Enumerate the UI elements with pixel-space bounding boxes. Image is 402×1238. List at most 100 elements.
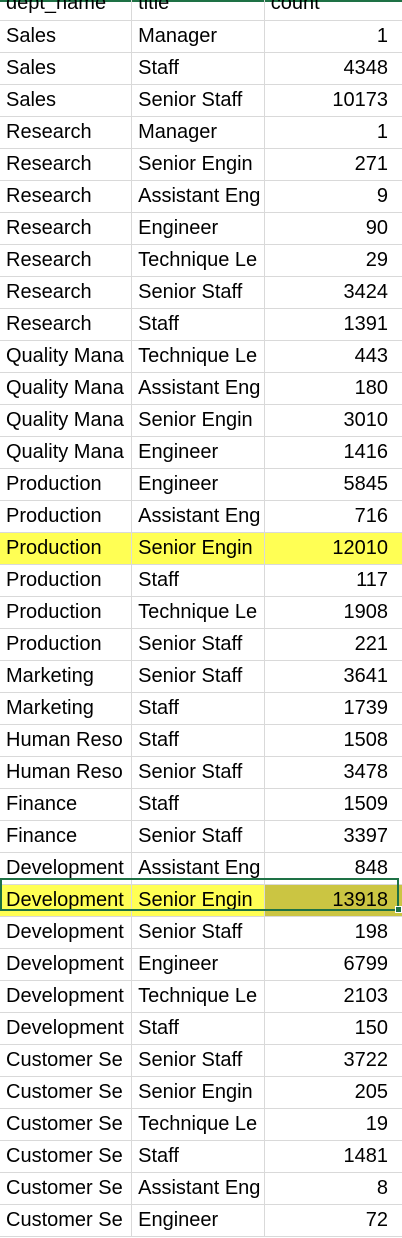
cell-title[interactable]: Assistant Eng: [131, 180, 265, 213]
cell-count[interactable]: 3010: [264, 404, 402, 437]
cell-count[interactable]: 443: [264, 340, 402, 373]
cell-count[interactable]: 3478: [264, 756, 402, 789]
cell-title[interactable]: Technique Le: [131, 244, 265, 277]
cell-count[interactable]: 3722: [264, 1044, 402, 1077]
cell-count[interactable]: 3641: [264, 660, 402, 693]
cell-dept-name[interactable]: Customer Se: [0, 1108, 133, 1141]
cell-dept-name[interactable]: Production: [0, 468, 133, 501]
cell-title[interactable]: Staff: [131, 1012, 265, 1045]
cell-title[interactable]: Technique Le: [131, 340, 265, 373]
cell-dept-name[interactable]: Research: [0, 308, 133, 341]
cell-count[interactable]: 1509: [264, 788, 402, 821]
cell-dept-name[interactable]: Research: [0, 244, 133, 277]
cell-title[interactable]: Technique Le: [131, 596, 265, 629]
cell-count[interactable]: 1739: [264, 692, 402, 725]
cell-count[interactable]: 205: [264, 1076, 402, 1109]
cell-dept-name[interactable]: Sales: [0, 52, 133, 85]
cell-dept-name[interactable]: Quality Mana: [0, 340, 133, 373]
cell-dept-name[interactable]: Customer Se: [0, 1204, 133, 1237]
cell-dept-name[interactable]: Production: [0, 564, 133, 597]
cell-count[interactable]: 117: [264, 564, 402, 597]
cell-count[interactable]: 1908: [264, 596, 402, 629]
cell-dept-name[interactable]: Research: [0, 116, 133, 149]
cell-dept-name[interactable]: Production: [0, 596, 133, 629]
cell-count[interactable]: 5845: [264, 468, 402, 501]
cell-dept-name[interactable]: Research: [0, 276, 133, 309]
cell-count[interactable]: 3397: [264, 820, 402, 853]
cell-title[interactable]: Senior Staff: [131, 628, 265, 661]
cell-title[interactable]: Engineer: [131, 948, 265, 981]
cell-dept-name[interactable]: Sales: [0, 84, 133, 117]
cell-count[interactable]: 12010: [264, 532, 402, 565]
cell-title[interactable]: Manager: [131, 116, 265, 149]
cell-dept-name[interactable]: Production: [0, 500, 133, 533]
cell-dept-name[interactable]: Customer Se: [0, 1044, 133, 1077]
cell-count[interactable]: 1481: [264, 1140, 402, 1173]
cell-dept-name[interactable]: Quality Mana: [0, 372, 133, 405]
cell-count[interactable]: 848: [264, 852, 402, 885]
cell-dept-name[interactable]: Quality Mana: [0, 404, 133, 437]
cell-count[interactable]: 1: [264, 20, 402, 53]
cell-dept-name[interactable]: Production: [0, 628, 133, 661]
cell-dept-name[interactable]: Finance: [0, 788, 133, 821]
cell-title[interactable]: Manager: [131, 20, 265, 53]
cell-title[interactable]: Senior Staff: [131, 756, 265, 789]
cell-dept-name[interactable]: Development: [0, 1012, 133, 1045]
cell-count[interactable]: 72: [264, 1204, 402, 1237]
header-cell-count[interactable]: count: [264, 0, 402, 21]
cell-count[interactable]: 6799: [264, 948, 402, 981]
cell-dept-name[interactable]: Human Reso: [0, 724, 133, 757]
cell-count[interactable]: 3424: [264, 276, 402, 309]
cell-count[interactable]: 9: [264, 180, 402, 213]
cell-count[interactable]: 1508: [264, 724, 402, 757]
cell-title[interactable]: Staff: [131, 308, 265, 341]
cell-dept-name[interactable]: Production: [0, 532, 133, 565]
cell-count[interactable]: 716: [264, 500, 402, 533]
cell-dept-name[interactable]: Development: [0, 884, 133, 917]
cell-title[interactable]: Senior Engin: [131, 1076, 265, 1109]
cell-title[interactable]: Engineer: [131, 212, 265, 245]
cell-dept-name[interactable]: Human Reso: [0, 756, 133, 789]
cell-title[interactable]: Senior Engin: [131, 148, 265, 181]
cell-title[interactable]: Senior Engin: [131, 532, 265, 565]
cell-count[interactable]: 90: [264, 212, 402, 245]
cell-dept-name[interactable]: Research: [0, 212, 133, 245]
header-cell-title[interactable]: title: [131, 0, 265, 21]
cell-dept-name[interactable]: Marketing: [0, 660, 133, 693]
cell-count[interactable]: 2103: [264, 980, 402, 1013]
cell-title[interactable]: Engineer: [131, 436, 265, 469]
cell-dept-name[interactable]: Customer Se: [0, 1172, 133, 1205]
cell-count[interactable]: 271: [264, 148, 402, 181]
cell-title[interactable]: Staff: [131, 564, 265, 597]
cell-title[interactable]: Senior Engin: [131, 884, 265, 917]
fill-handle[interactable]: [395, 906, 402, 913]
cell-title[interactable]: Assistant Eng: [131, 852, 265, 885]
cell-title[interactable]: Staff: [131, 788, 265, 821]
cell-dept-name[interactable]: Development: [0, 916, 133, 949]
cell-title[interactable]: Senior Staff: [131, 276, 265, 309]
cell-count[interactable]: 198: [264, 916, 402, 949]
cell-title[interactable]: Assistant Eng: [131, 500, 265, 533]
cell-title[interactable]: Assistant Eng: [131, 1172, 265, 1205]
cell-dept-name[interactable]: Marketing: [0, 692, 133, 725]
cell-title[interactable]: Technique Le: [131, 980, 265, 1013]
cell-title[interactable]: Senior Engin: [131, 404, 265, 437]
cell-count[interactable]: 8: [264, 1172, 402, 1205]
cell-dept-name[interactable]: Research: [0, 180, 133, 213]
cell-title[interactable]: Staff: [131, 52, 265, 85]
cell-title[interactable]: Staff: [131, 724, 265, 757]
cell-dept-name[interactable]: Sales: [0, 20, 133, 53]
cell-count[interactable]: 19: [264, 1108, 402, 1141]
cell-dept-name[interactable]: Development: [0, 948, 133, 981]
cell-title[interactable]: Senior Staff: [131, 916, 265, 949]
cell-title[interactable]: Engineer: [131, 1204, 265, 1237]
cell-dept-name[interactable]: Quality Mana: [0, 436, 133, 469]
cell-count[interactable]: 150: [264, 1012, 402, 1045]
cell-title[interactable]: Assistant Eng: [131, 372, 265, 405]
cell-count[interactable]: 221: [264, 628, 402, 661]
cell-dept-name[interactable]: Development: [0, 980, 133, 1013]
cell-title[interactable]: Staff: [131, 692, 265, 725]
cell-title[interactable]: Engineer: [131, 468, 265, 501]
cell-title[interactable]: Senior Staff: [131, 84, 265, 117]
header-cell-dept-name[interactable]: dept_name: [0, 0, 133, 21]
